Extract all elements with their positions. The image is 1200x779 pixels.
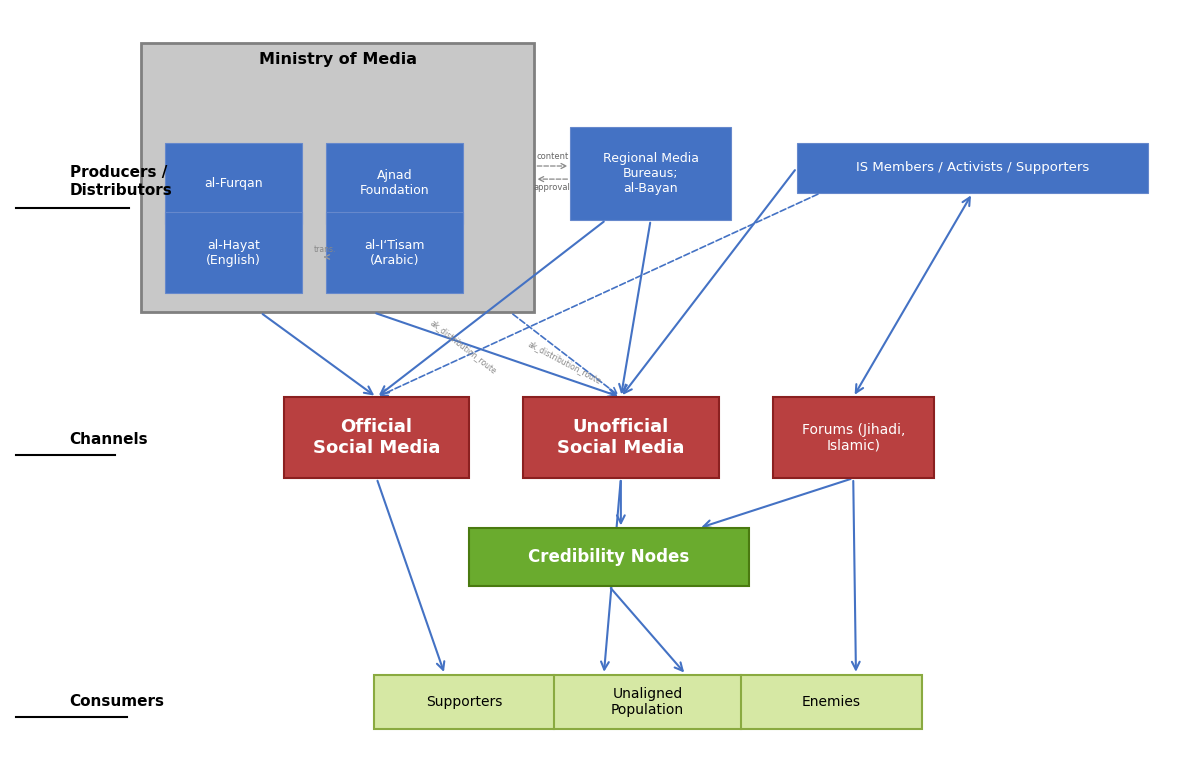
Text: al-Hayat
(English): al-Hayat (English) xyxy=(206,238,262,266)
FancyBboxPatch shape xyxy=(570,128,731,220)
Text: IS Members / Activists / Supporters: IS Members / Activists / Supporters xyxy=(856,161,1090,174)
FancyBboxPatch shape xyxy=(773,397,934,478)
Text: Ajnad
Foundation: Ajnad Foundation xyxy=(360,169,430,197)
Text: Official
Social Media: Official Social Media xyxy=(313,418,440,457)
Text: Regional Media
Bureaus;
al-Bayan: Regional Media Bureaus; al-Bayan xyxy=(602,152,698,196)
Text: Forums (Jihadi,
Islamic): Forums (Jihadi, Islamic) xyxy=(802,422,905,453)
Text: Producers /
Distributors: Producers / Distributors xyxy=(70,164,173,198)
FancyBboxPatch shape xyxy=(284,397,469,478)
Text: Credibility Nodes: Credibility Nodes xyxy=(528,548,690,566)
Text: Unofficial
Social Media: Unofficial Social Media xyxy=(557,418,684,457)
Text: ak_distribution_route: ak_distribution_route xyxy=(526,340,602,386)
Text: Consumers: Consumers xyxy=(70,694,164,709)
FancyBboxPatch shape xyxy=(797,143,1148,193)
FancyBboxPatch shape xyxy=(326,212,463,293)
FancyBboxPatch shape xyxy=(469,528,749,586)
Text: Supporters: Supporters xyxy=(426,695,503,709)
FancyBboxPatch shape xyxy=(326,143,463,224)
Text: Enemies: Enemies xyxy=(802,695,860,709)
Text: Channels: Channels xyxy=(70,432,149,447)
FancyBboxPatch shape xyxy=(166,212,302,293)
FancyBboxPatch shape xyxy=(142,43,534,312)
Text: trans.: trans. xyxy=(313,245,336,254)
FancyBboxPatch shape xyxy=(373,675,922,728)
FancyBboxPatch shape xyxy=(522,397,719,478)
Text: ak_distribution_route: ak_distribution_route xyxy=(428,319,498,375)
Text: Ministry of Media: Ministry of Media xyxy=(259,52,416,67)
Text: content: content xyxy=(536,152,569,160)
Text: al-I‘Tisam
(Arabic): al-I‘Tisam (Arabic) xyxy=(364,238,425,266)
Text: Unaligned
Population: Unaligned Population xyxy=(611,686,684,717)
FancyBboxPatch shape xyxy=(166,143,302,224)
Text: approval: approval xyxy=(534,183,571,192)
Text: al-Furqan: al-Furqan xyxy=(204,177,263,190)
